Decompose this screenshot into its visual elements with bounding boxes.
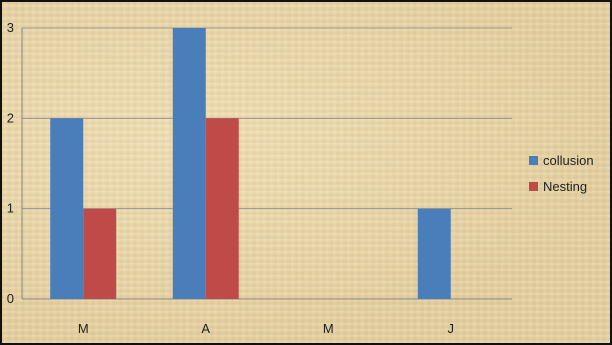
x-tick-label: J [448, 321, 455, 336]
legend-label: collusion [543, 153, 594, 168]
bar-collusion-m-0 [50, 118, 84, 299]
bar-collusion-j-3 [417, 208, 451, 299]
y-tick-label: 3 [7, 20, 14, 35]
y-tick-label: 2 [7, 110, 14, 125]
y-tick-label: 0 [7, 291, 14, 306]
gridlines [22, 27, 512, 210]
x-tick-label: A [201, 321, 210, 336]
y-tick-label: 1 [7, 201, 14, 216]
x-tick-label: M [78, 321, 89, 336]
bar-nesting-a-1 [205, 118, 239, 299]
legend-swatch [529, 182, 538, 191]
y-axis-ticks: 0 1 2 3 [7, 20, 14, 306]
x-tick-label: M [323, 321, 334, 336]
legend: collusion Nesting [529, 153, 594, 194]
legend-swatch [529, 156, 538, 165]
bar-nesting-m-0 [83, 208, 117, 299]
bar-collusion-a-1 [172, 28, 206, 299]
legend-label: Nesting [543, 179, 587, 194]
bars [50, 28, 451, 299]
